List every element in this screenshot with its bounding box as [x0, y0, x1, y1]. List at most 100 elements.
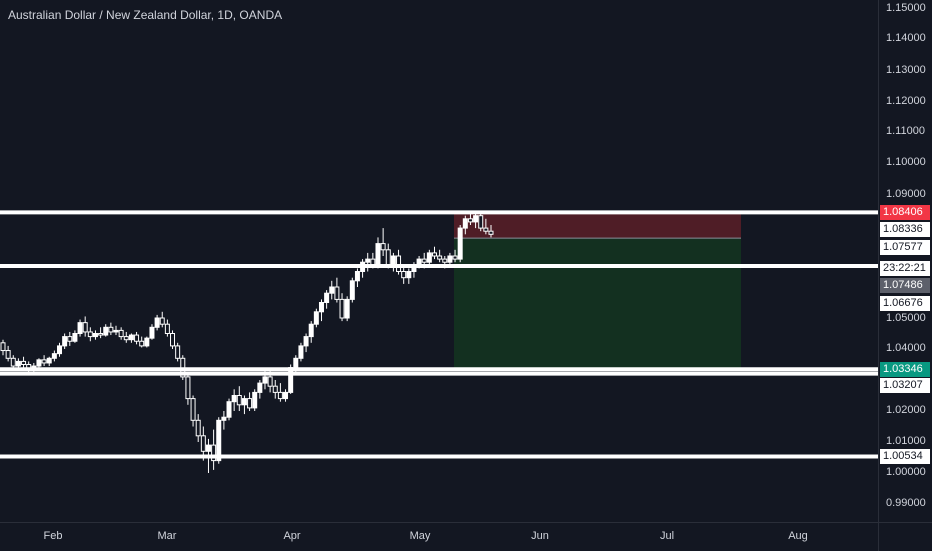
- candle-body: [5, 350, 11, 359]
- candle-body: [123, 336, 129, 341]
- candle-body: [344, 298, 350, 319]
- candle-body: [385, 249, 391, 266]
- candle-body: [298, 345, 304, 359]
- candle-body: [406, 271, 412, 279]
- candle-body: [308, 323, 314, 338]
- take-profit-zone: [454, 238, 741, 370]
- candle-body: [211, 444, 217, 462]
- candle-body: [175, 345, 181, 359]
- candle-body: [154, 317, 160, 328]
- price-tick: 0.99000: [886, 497, 926, 509]
- candle-body: [128, 334, 134, 341]
- level-price-tag: 1.00534: [880, 449, 930, 464]
- candle-body: [339, 298, 345, 319]
- candle-body: [354, 271, 360, 282]
- price-tick: 1.00000: [886, 466, 926, 478]
- candle-body: [92, 333, 98, 338]
- candle-body: [272, 385, 278, 393]
- price-tick: 1.05000: [886, 312, 926, 324]
- candle-body: [380, 243, 386, 251]
- candle-body: [149, 326, 155, 339]
- candle-body: [185, 376, 191, 400]
- candle-body: [426, 252, 432, 263]
- candle-body: [67, 336, 73, 342]
- price-tick: 1.15000: [886, 2, 926, 14]
- month-label: Jul: [659, 530, 675, 542]
- candle-body: [87, 331, 93, 338]
- candle-body: [334, 286, 340, 300]
- price-tick: 1.10000: [886, 156, 926, 168]
- candle-body: [329, 286, 335, 294]
- candle-body: [139, 340, 145, 347]
- candle-body: [473, 215, 479, 223]
- candle-body: [41, 359, 47, 364]
- candle-body: [190, 398, 196, 421]
- candle-body: [478, 215, 484, 229]
- time-axis[interactable]: Feb Mar Apr May Jun Jul Aug: [0, 522, 878, 551]
- candle-body: [277, 391, 283, 400]
- candle-body: [113, 329, 119, 333]
- price-tag: 1.08336: [880, 222, 930, 237]
- candle-body: [401, 271, 407, 279]
- candle-body: [324, 292, 330, 304]
- price-tick: 1.12000: [886, 95, 926, 107]
- price-tick: 1.13000: [886, 64, 926, 76]
- candle-body: [231, 395, 237, 403]
- chart-plot-area[interactable]: Australian Dollar / New Zealand Dollar, …: [0, 0, 878, 522]
- candle-body: [159, 317, 165, 325]
- price-tick: 1.02000: [886, 404, 926, 416]
- month-label: Apr: [283, 530, 301, 542]
- candle-body: [365, 258, 371, 263]
- axis-corner: [878, 522, 932, 551]
- candle-body: [205, 444, 211, 452]
- candle-body: [390, 255, 396, 266]
- candle-body: [462, 218, 468, 229]
- candle-body: [62, 336, 68, 347]
- price-axis[interactable]: 1.15000 1.14000 1.13000 1.12000 1.11000 …: [878, 0, 932, 522]
- candle-body: [103, 326, 109, 336]
- candle-body: [349, 280, 355, 300]
- price-tick: 1.01000: [886, 435, 926, 447]
- candle-body: [442, 258, 448, 263]
- candle-body: [170, 333, 176, 347]
- candlestick-chart[interactable]: [0, 0, 878, 522]
- candle-body: [226, 401, 232, 418]
- candle-body: [77, 322, 83, 334]
- candle-body: [267, 376, 273, 387]
- candle-body: [283, 391, 289, 400]
- month-label: Feb: [43, 530, 63, 542]
- candle-body: [247, 398, 253, 409]
- candle-body: [98, 333, 104, 336]
- candle-body: [483, 227, 489, 232]
- stop-loss-zone: [454, 212, 741, 239]
- candle-body: [431, 252, 437, 257]
- month-label: Jun: [531, 530, 549, 542]
- month-label: Mar: [157, 530, 177, 542]
- level-price-tag: 1.06676: [880, 296, 930, 311]
- month-label: Aug: [788, 530, 808, 542]
- countdown-tag: 23:22:21: [880, 261, 930, 276]
- candle-body: [144, 337, 150, 347]
- candle-body: [164, 323, 170, 335]
- price-tick: 1.14000: [886, 32, 926, 44]
- candle-body: [118, 329, 124, 338]
- candle-body: [195, 419, 201, 437]
- candle-body: [216, 419, 222, 462]
- candle-body: [452, 255, 458, 260]
- candle-body: [0, 342, 6, 352]
- candle-body: [15, 360, 21, 367]
- candle-body: [262, 376, 268, 384]
- target-price-tag: 1.03346: [880, 362, 930, 377]
- current-price-tag: 1.07486: [880, 278, 930, 293]
- candle-body: [236, 395, 242, 406]
- candle-body: [467, 218, 473, 223]
- stop-loss-price-tag: 1.08406: [880, 205, 930, 220]
- entry-price-tag: 1.07577: [880, 240, 930, 255]
- candle-body: [82, 322, 88, 333]
- candle-body: [51, 353, 57, 359]
- candle-body: [57, 345, 63, 355]
- price-tick: 1.11000: [886, 125, 925, 137]
- candle-body: [375, 243, 381, 266]
- candle-body: [303, 336, 309, 347]
